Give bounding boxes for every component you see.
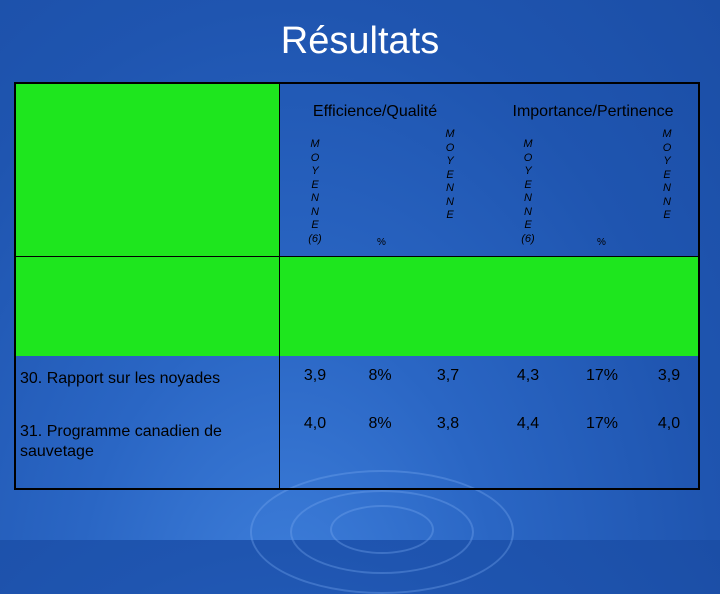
cell-value: 4,0	[303, 415, 327, 432]
col-header-moyenne-6-b: M O Y E N N E (6)	[521, 138, 535, 245]
cell-value: 17%	[585, 367, 619, 384]
header-efficience-qualite: Efficience/Qualité	[312, 103, 438, 120]
cell-value: 8%	[368, 415, 392, 432]
cell-value: 3,9	[657, 367, 681, 384]
divider-header	[16, 256, 698, 257]
green-band	[16, 256, 698, 356]
col-header-pct-b: %	[597, 237, 606, 248]
col-header-pct-a: %	[377, 237, 386, 248]
cell-value: 17%	[585, 415, 619, 432]
row-label-programme-sauvetage: 31. Programme canadien de sauvetage	[20, 423, 222, 460]
cell-value: 4,4	[516, 415, 540, 432]
results-table	[14, 82, 700, 490]
background-ripple	[330, 505, 434, 554]
green-header-cell	[16, 84, 279, 256]
row-label-rapport-noyades: 30. Rapport sur les noyades	[20, 370, 221, 387]
cell-value: 4,0	[657, 415, 681, 432]
cell-value: 4,3	[516, 367, 540, 384]
header-importance-pertinence: Importance/Pertinence	[512, 103, 674, 120]
slide-title: Résultats	[280, 20, 440, 62]
cell-value: 8%	[368, 367, 392, 384]
col-header-moyenne-6-a: M O Y E N N E (6)	[308, 138, 322, 245]
cell-value: 3,9	[303, 367, 327, 384]
cell-value: 3,8	[436, 415, 460, 432]
cell-value: 3,7	[436, 367, 460, 384]
divider-left	[279, 84, 280, 488]
